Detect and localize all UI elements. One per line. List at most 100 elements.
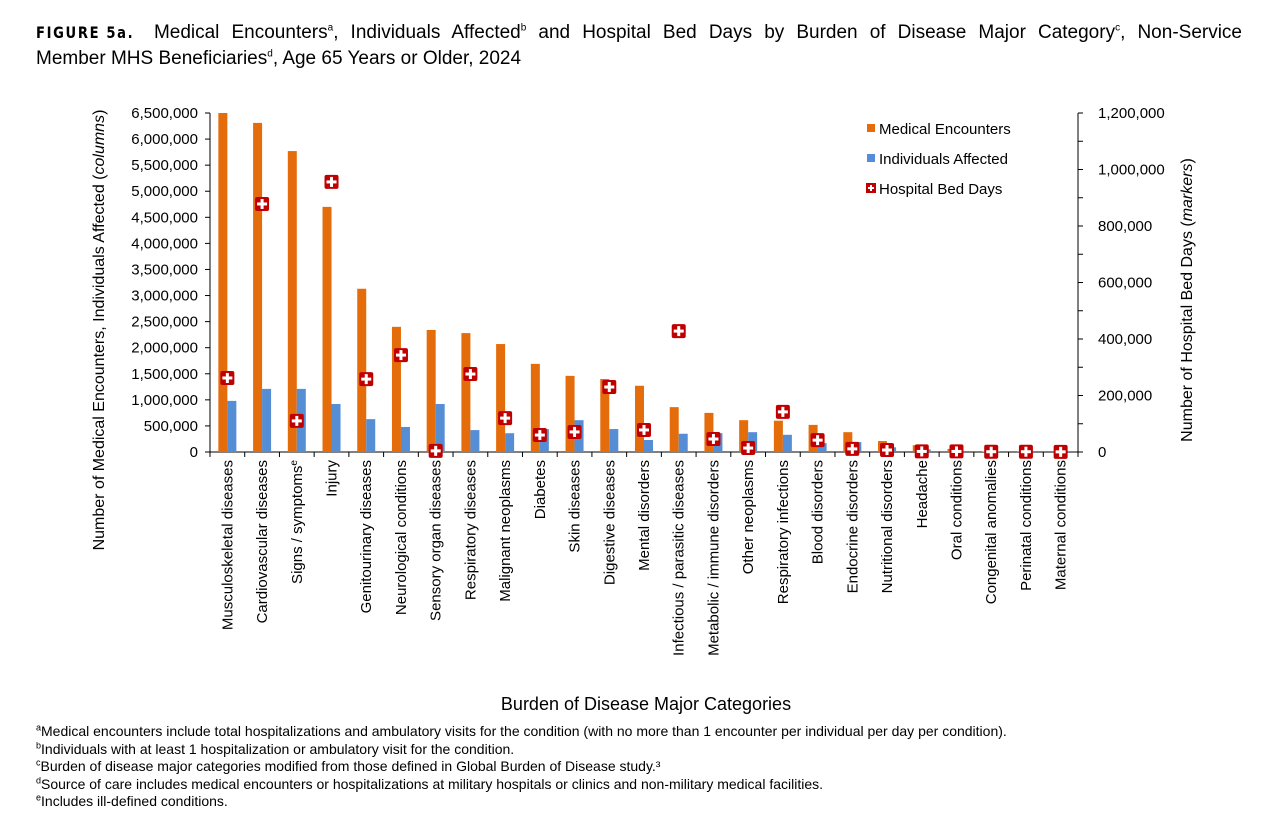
bar-individuals-affected	[644, 440, 653, 452]
title-text: , Age 65 Years or Older, 2024	[272, 48, 522, 69]
bar-individuals-affected	[817, 443, 827, 452]
marker-hospital-bed-days-plus	[465, 372, 476, 376]
footnote-mark: d	[36, 774, 42, 785]
title-sup: c	[1115, 22, 1121, 34]
right-tick-label: 1,000,000	[1098, 162, 1165, 179]
category-label: Cardiovascular diseases	[254, 460, 271, 623]
left-tick-label: 6,500,000	[131, 105, 198, 122]
bar-medical-encounters	[218, 113, 228, 452]
marker-hospital-bed-days-plus	[847, 447, 858, 451]
marker-hospital-bed-days-plus	[777, 410, 788, 414]
title-text: Member MHS Beneficiaries	[36, 48, 268, 69]
figure-title: FIGURE 5a. Medical Encountersa, Individu…	[36, 20, 1242, 72]
x-axis-title: Burden of Disease Major Categories	[501, 694, 791, 714]
category-label: Mental disorders	[636, 460, 653, 571]
bar-individuals-affected	[400, 426, 410, 452]
bar-medical-encounters	[773, 420, 783, 452]
footnote-mark: c	[36, 757, 41, 768]
left-tick-label: 6,000,000	[131, 131, 198, 148]
legend-label: Medical Encounters	[879, 121, 1011, 138]
y-axis-title: Number of Medical Encounters, Individual…	[91, 110, 108, 551]
left-tick-label: 2,000,000	[131, 340, 198, 357]
marker-hospital-bed-days-plus	[430, 449, 441, 453]
right-tick-label: 600,000	[1098, 275, 1152, 292]
marker-hospital-bed-days-plus	[1020, 450, 1031, 454]
footnote-mark: b	[36, 739, 42, 750]
bar-individuals-affected	[505, 433, 515, 452]
right-tick-label: 800,000	[1098, 218, 1152, 235]
title-text: , Individuals Affected	[333, 22, 521, 43]
marker-hospital-bed-days-plus	[743, 446, 754, 450]
left-tick-label: 3,000,000	[131, 288, 198, 305]
category-label: Maternal conditions	[1053, 460, 1070, 590]
left-tick-label: 5,000,000	[131, 183, 198, 200]
footnote-text: Individuals with at least 1 hospitalizat…	[41, 740, 515, 757]
footnote: dSource of care includes medical encount…	[36, 774, 1007, 794]
bar-medical-encounters	[600, 378, 610, 452]
title-text: and Hospital Bed Days by Burden of Disea…	[526, 22, 1116, 43]
right-tick-label: 0	[1098, 444, 1106, 461]
y2-axis-title-part: )	[1179, 158, 1196, 163]
footnote: cBurden of disease major categories modi…	[36, 758, 1007, 776]
marker-hospital-bed-days-plus	[361, 377, 372, 381]
footnote-mark: e	[36, 792, 42, 803]
category-label: Sensory organ diseases	[428, 460, 445, 621]
marker-hospital-bed-days-plus	[326, 180, 337, 184]
bar-medical-encounters	[461, 333, 471, 452]
bar-medical-encounters	[253, 122, 263, 452]
category-label: Oral conditions	[948, 460, 965, 560]
bar-individuals-affected	[470, 430, 480, 452]
category-label: Digestive diseases	[601, 460, 618, 585]
left-tick-label: 5,500,000	[131, 157, 198, 174]
category-label: Skin diseases	[567, 460, 584, 553]
category-label: Signs / symptomse	[289, 460, 306, 584]
bar-individuals-affected	[609, 429, 619, 452]
footnote: bIndividuals with at least 1 hospitaliza…	[36, 739, 1007, 759]
marker-hospital-bed-days-plus	[708, 437, 719, 441]
bar-medical-encounters	[322, 206, 332, 452]
footnote: eIncludes ill-defined conditions.	[36, 793, 1007, 811]
footnote-text: Burden of disease major categories modif…	[40, 758, 661, 774]
left-tick-label: 2,500,000	[131, 314, 198, 331]
y-axis-title-part: )	[91, 110, 108, 115]
bar-medical-encounters	[496, 344, 506, 452]
bar-individuals-affected	[331, 404, 341, 452]
bar-individuals-affected	[262, 388, 272, 452]
marker-hospital-bed-days-plus	[222, 376, 233, 380]
right-tick-label: 1,200,000	[1098, 105, 1165, 122]
footnotes: aMedical encounters include total hospit…	[36, 723, 1007, 811]
y-axis-title-part: Number of Medical Encounters, Individual…	[91, 174, 108, 551]
category-label: Other neoplasms	[740, 460, 757, 574]
bar-medical-encounters	[635, 385, 644, 452]
marker-hospital-bed-days-plus	[639, 428, 649, 432]
category-sup: e	[289, 460, 300, 466]
footnote-mark: a	[36, 722, 42, 733]
category-label: Musculoskeletal diseases	[219, 460, 236, 630]
figure-label: FIGURE 5a.	[36, 23, 135, 42]
y-axis-title-part: columns	[91, 115, 108, 175]
marker-hospital-bed-days-plus	[534, 433, 545, 437]
marker-hospital-bed-days-plus	[291, 419, 302, 423]
marker-hospital-bed-days-plus	[882, 448, 893, 452]
left-tick-label: 500,000	[144, 418, 198, 435]
legend-swatch-individuals-affected	[867, 154, 875, 162]
bar-individuals-affected	[435, 404, 445, 452]
category-label: Headache	[914, 460, 931, 528]
left-tick-label: 4,000,000	[131, 235, 198, 252]
marker-hospital-bed-days-plus	[1055, 450, 1066, 454]
y2-axis-title-part: Number of Hospital Bed Days (	[1179, 221, 1196, 442]
marker-hospital-bed-days-plus	[257, 202, 268, 206]
left-tick-label: 0	[190, 444, 198, 461]
title-text: , Non-Service	[1120, 22, 1243, 43]
marker-hospital-bed-days-plus	[951, 449, 962, 453]
bar-individuals-affected	[366, 419, 376, 452]
category-label: Endocrine disorders	[844, 460, 861, 593]
title-sup: a	[327, 22, 334, 34]
bar-medical-encounters	[739, 420, 749, 452]
category-label: Malignant neoplasms	[497, 460, 514, 602]
category-label: Neurological conditions	[393, 460, 410, 615]
left-tick-label: 1,000,000	[131, 392, 198, 409]
category-label: Respiratory infections	[775, 460, 792, 604]
bar-medical-encounters	[357, 288, 367, 452]
